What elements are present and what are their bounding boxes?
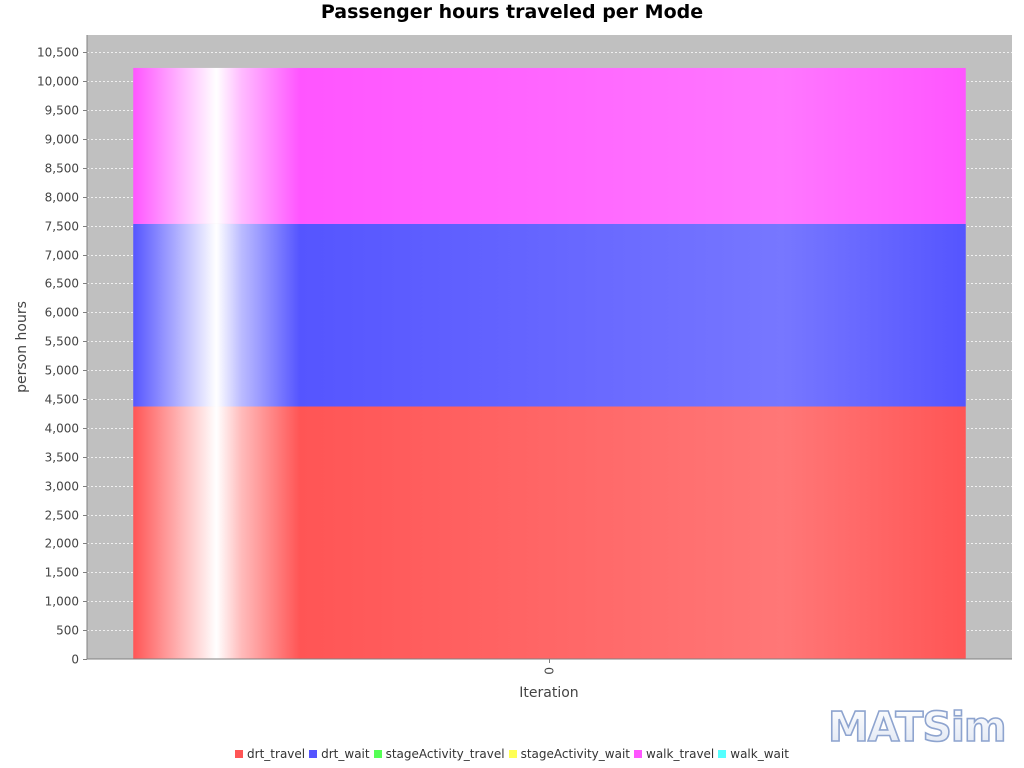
y-ticks: 0 500 1,000 1,500 2,000 2,500 3,000 3,500 4,000 4… bbox=[37, 46, 87, 667]
legend-item-stageActivity_travel: stageActivity_travel bbox=[373, 747, 505, 761]
legend-item-drt_wait: drt_wait bbox=[309, 747, 370, 761]
y-tick-label: 1,000 bbox=[45, 595, 79, 609]
x-ticks: 0 bbox=[543, 659, 557, 675]
bars bbox=[133, 67, 966, 659]
legend-swatch bbox=[718, 750, 727, 758]
legend-item-drt_travel: drt_travel bbox=[235, 747, 305, 761]
y-tick-label: 8,000 bbox=[45, 191, 79, 205]
legend-label: drt_wait bbox=[321, 747, 370, 761]
y-tick-label: 500 bbox=[56, 624, 79, 638]
legend-label: walk_travel bbox=[646, 747, 715, 761]
y-tick-label: 4,000 bbox=[45, 422, 79, 436]
x-tick-label: 0 bbox=[543, 667, 557, 675]
y-tick-label: 2,500 bbox=[45, 509, 79, 523]
matsim-logo: MATSim bbox=[827, 702, 1006, 748]
y-tick-label: 4,500 bbox=[45, 393, 79, 407]
svg-text:MATSim: MATSim bbox=[828, 703, 1006, 748]
legend-item-walk_travel: walk_travel bbox=[634, 747, 714, 761]
y-tick-label: 5,500 bbox=[45, 335, 79, 349]
legend: drt_travel drt_wait stageActivity_travel st… bbox=[0, 747, 1024, 761]
legend-label: drt_travel bbox=[247, 747, 306, 761]
legend-swatch bbox=[634, 750, 642, 758]
bar-walk_travel bbox=[133, 67, 966, 224]
legend-label: walk_wait bbox=[730, 747, 789, 761]
legend-label: stageActivity_wait bbox=[520, 747, 630, 761]
x-axis-title: Iteration bbox=[519, 685, 578, 701]
y-tick-label: 3,500 bbox=[45, 451, 79, 465]
y-tick-label: 8,500 bbox=[45, 162, 79, 176]
legend-label: stageActivity_travel bbox=[385, 747, 505, 761]
y-tick-label: 5,000 bbox=[45, 364, 79, 378]
y-axis-title: person hours bbox=[14, 301, 30, 393]
legend-swatch bbox=[508, 750, 517, 758]
y-tick-label: 2,000 bbox=[45, 537, 79, 551]
legend-swatch bbox=[309, 750, 318, 758]
y-tick-label: 9,500 bbox=[45, 104, 79, 118]
y-tick-label: 7,000 bbox=[45, 249, 79, 263]
y-tick-label: 9,000 bbox=[45, 133, 79, 147]
y-tick-label: 10,500 bbox=[37, 46, 79, 60]
bar-drt_wait bbox=[133, 223, 966, 407]
y-tick-label: 10,000 bbox=[37, 75, 79, 89]
y-tick-label: 6,500 bbox=[45, 277, 79, 291]
y-tick-label: 0 bbox=[71, 653, 79, 667]
legend-item-walk_wait: walk_wait bbox=[718, 747, 789, 761]
chart-title: Passenger hours traveled per Mode bbox=[320, 1, 704, 23]
y-tick-label: 7,500 bbox=[45, 220, 79, 234]
bar-drt_travel bbox=[133, 406, 966, 659]
legend-item-stageActivity_wait: stageActivity_wait bbox=[508, 747, 630, 761]
y-tick-label: 3,000 bbox=[45, 480, 79, 494]
legend-swatch bbox=[373, 750, 382, 758]
y-tick-label: 6,000 bbox=[45, 306, 79, 320]
y-tick-label: 1,500 bbox=[45, 566, 79, 580]
legend-swatch bbox=[235, 750, 244, 758]
